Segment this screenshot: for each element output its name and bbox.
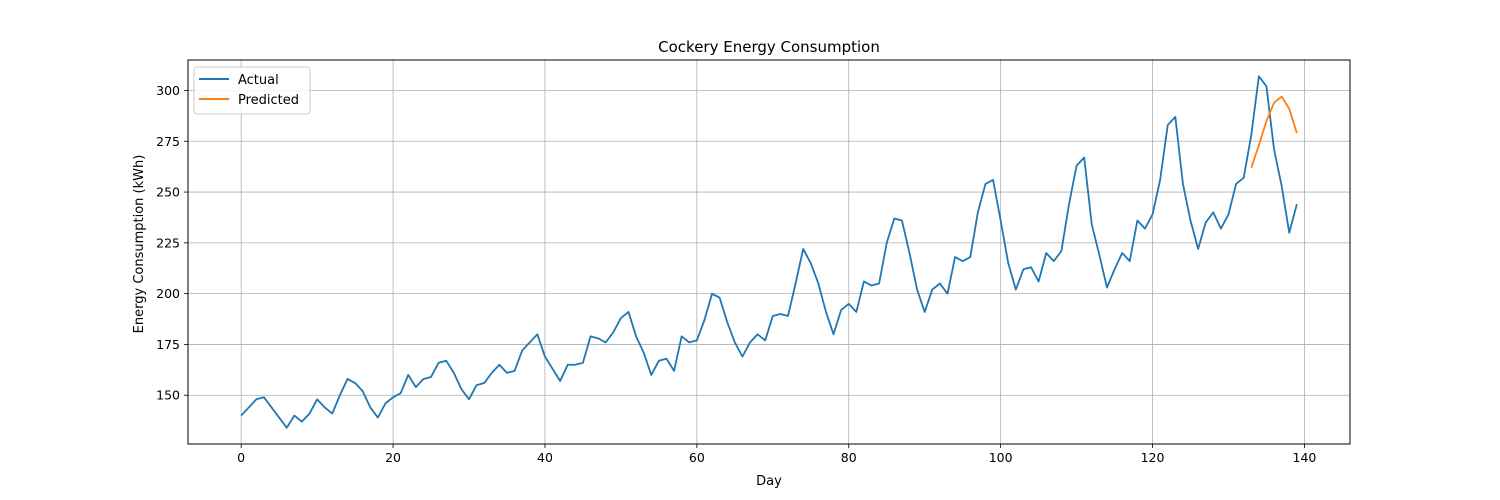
legend-label-actual: Actual (238, 73, 279, 88)
x-tick-label: 140 (1293, 450, 1317, 465)
chart-title: Cockery Energy Consumption (658, 38, 880, 56)
plot-frame (187, 59, 1351, 445)
grid-lines (188, 60, 1350, 444)
legend: Actual Predicted (193, 66, 311, 115)
y-axis: 150 175 200 225 250 275 300 (156, 83, 188, 403)
y-axis-label: Energy Consumption (kWh) (132, 155, 147, 334)
series-layer (240, 75, 1298, 429)
series-line-actual (240, 75, 1298, 429)
y-tick-label: 175 (156, 337, 180, 352)
x-tick-label: 40 (537, 450, 553, 465)
y-tick-label: 300 (156, 83, 180, 98)
x-tick-label: 0 (237, 450, 245, 465)
y-tick-label: 250 (156, 185, 180, 200)
x-tick-label: 120 (1141, 450, 1165, 465)
legend-label-predicted: Predicted (238, 93, 299, 108)
x-axis: 0 20 40 60 80 100 120 140 (237, 444, 1316, 465)
y-tick-label: 275 (156, 134, 180, 149)
x-tick-label: 80 (841, 450, 857, 465)
y-tick-label: 150 (156, 388, 180, 403)
x-axis-label: Day (756, 474, 782, 489)
x-tick-label: 100 (989, 450, 1013, 465)
x-tick-label: 20 (385, 450, 401, 465)
series-line-predicted (1250, 95, 1298, 168)
x-tick-label: 60 (689, 450, 705, 465)
y-tick-label: 225 (156, 235, 180, 250)
y-tick-label: 200 (156, 286, 180, 301)
